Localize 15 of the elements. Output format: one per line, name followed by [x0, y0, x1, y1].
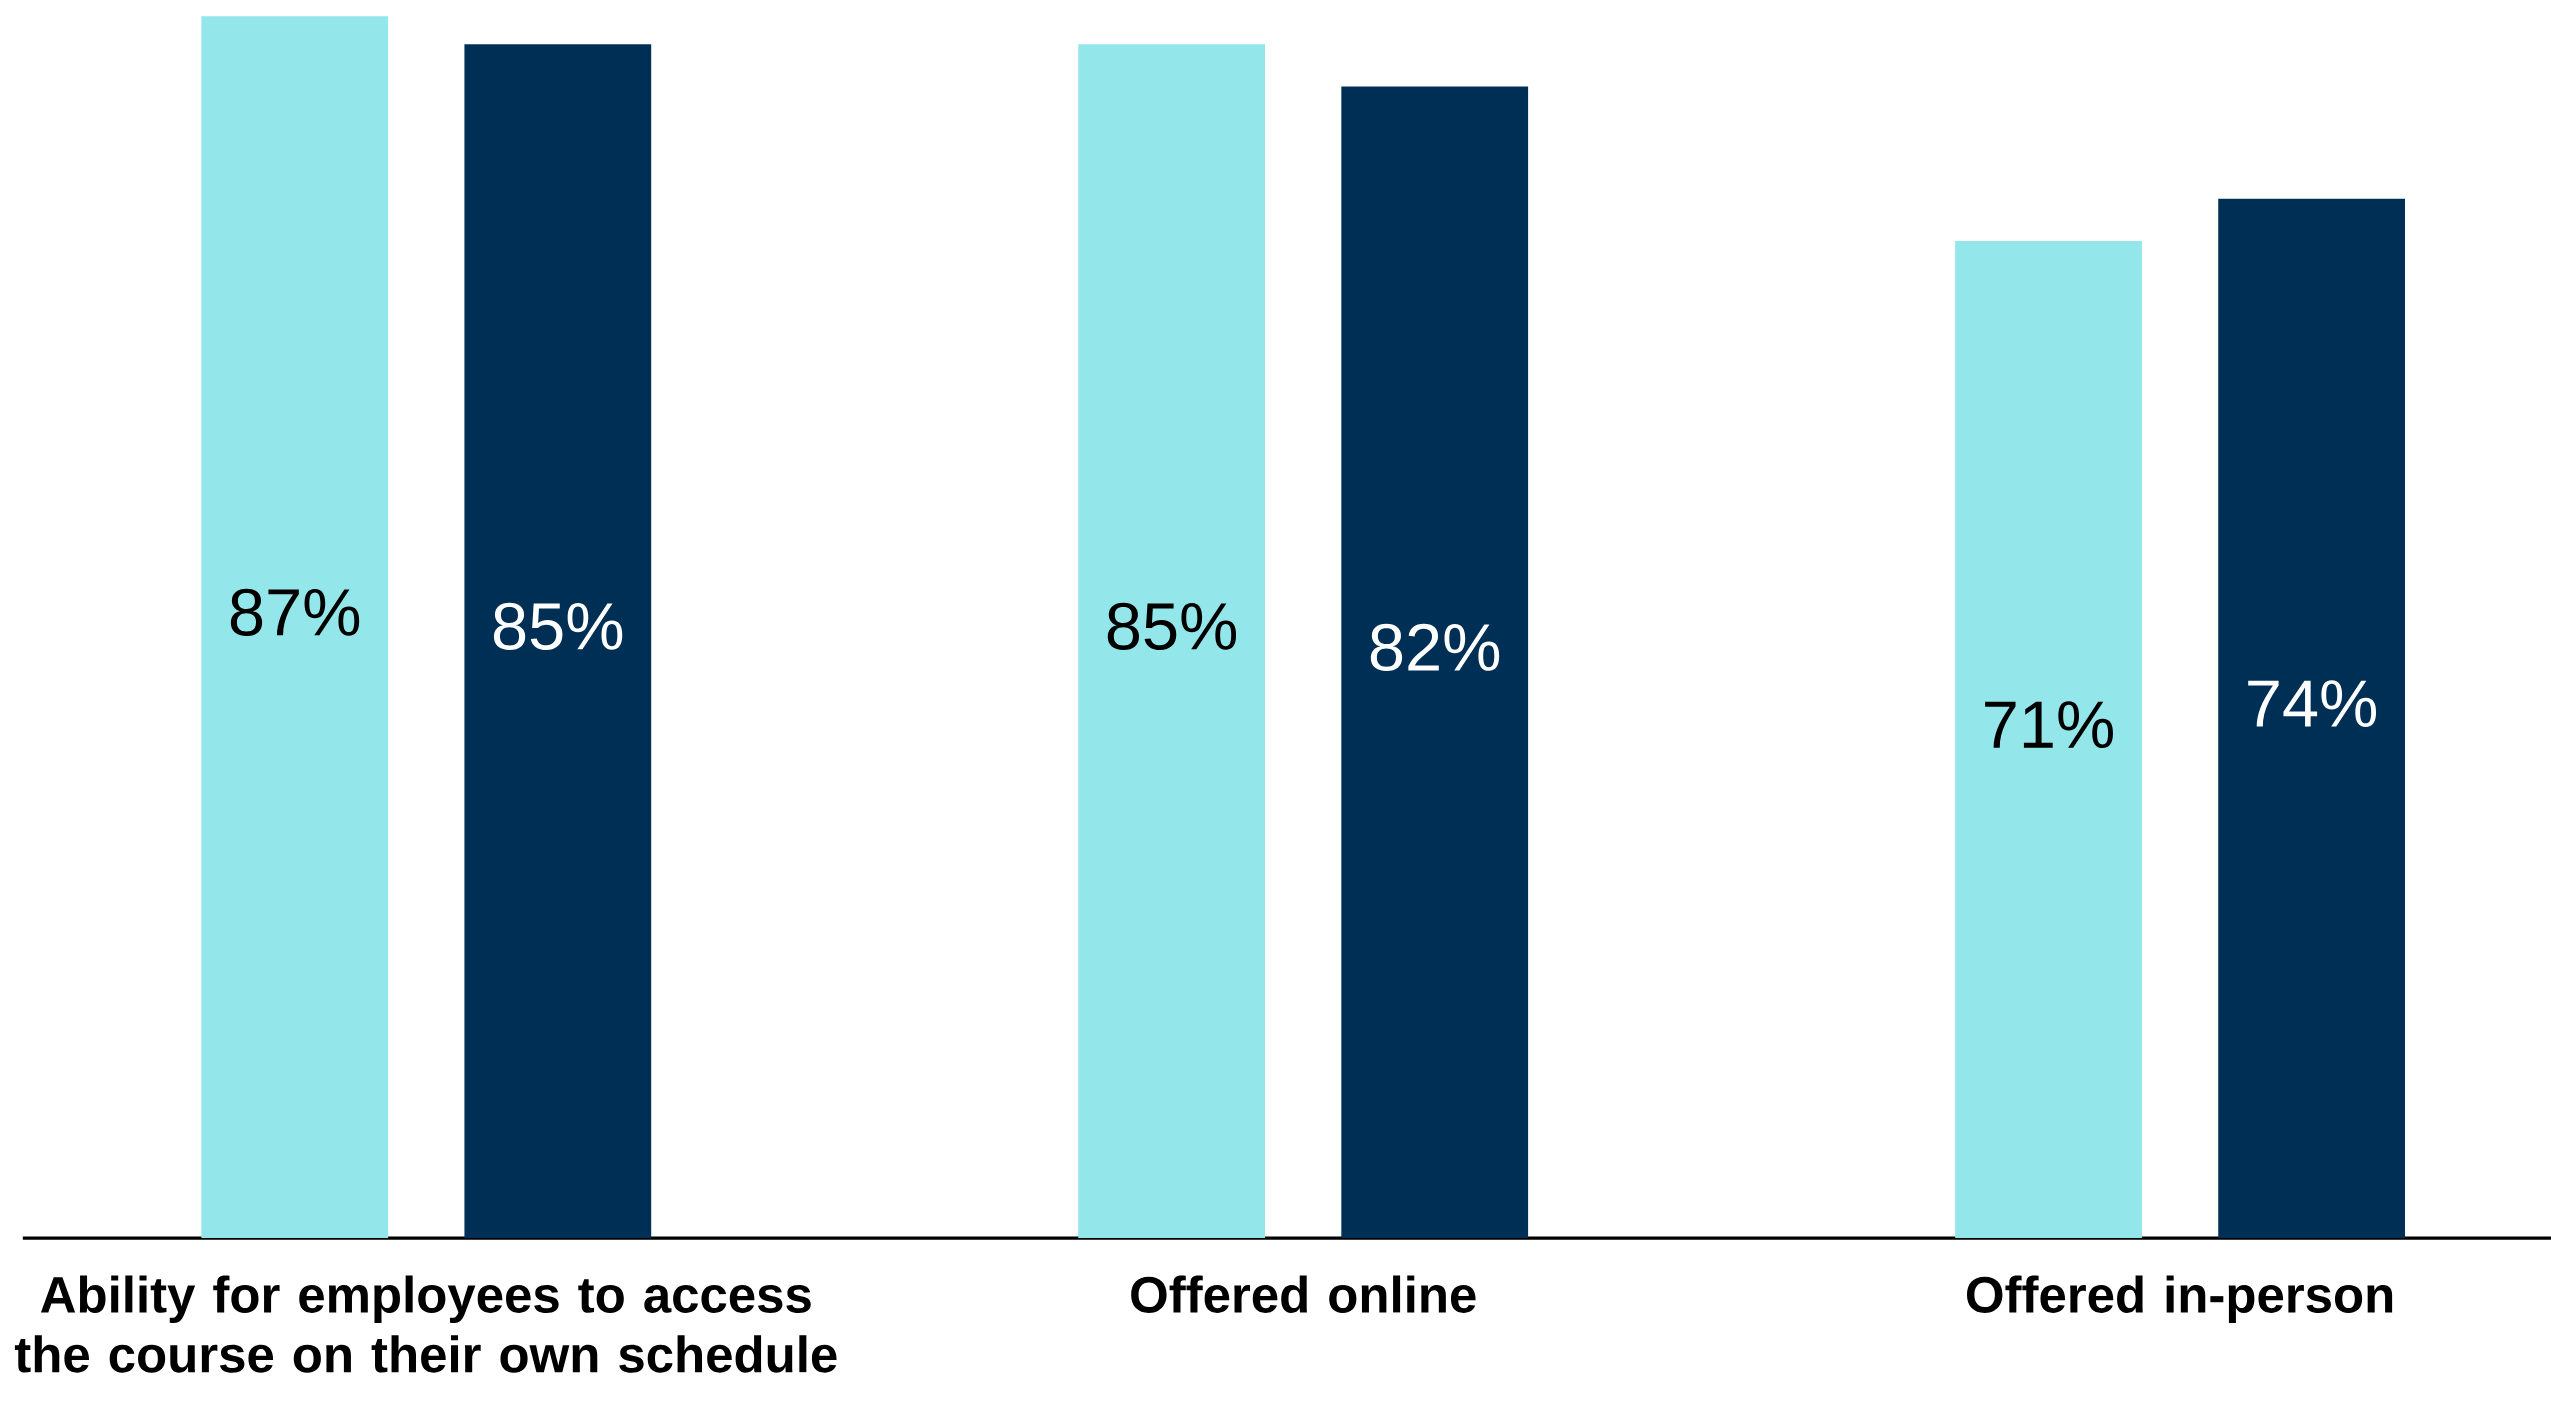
bar — [464, 44, 652, 1239]
data-label: 71% — [1985, 701, 2113, 749]
bar — [2218, 198, 2405, 1239]
data-label: 85% — [1107, 602, 1237, 651]
x-tick-label: Offered in-person — [1966, 1275, 2393, 1324]
bar — [201, 16, 389, 1239]
data-label: 82% — [1370, 623, 1500, 672]
bar — [1078, 44, 1266, 1239]
data-label: 87% — [230, 588, 360, 636]
x-tick-label: Ability for employees to access the course on their own schedule — [14, 1275, 837, 1373]
data-label: 85% — [493, 602, 623, 651]
data-label: 74% — [2248, 680, 2377, 727]
x-tick-label: Offered online — [1131, 1275, 1476, 1313]
bar — [1341, 86, 1529, 1239]
bar — [1955, 240, 2142, 1239]
